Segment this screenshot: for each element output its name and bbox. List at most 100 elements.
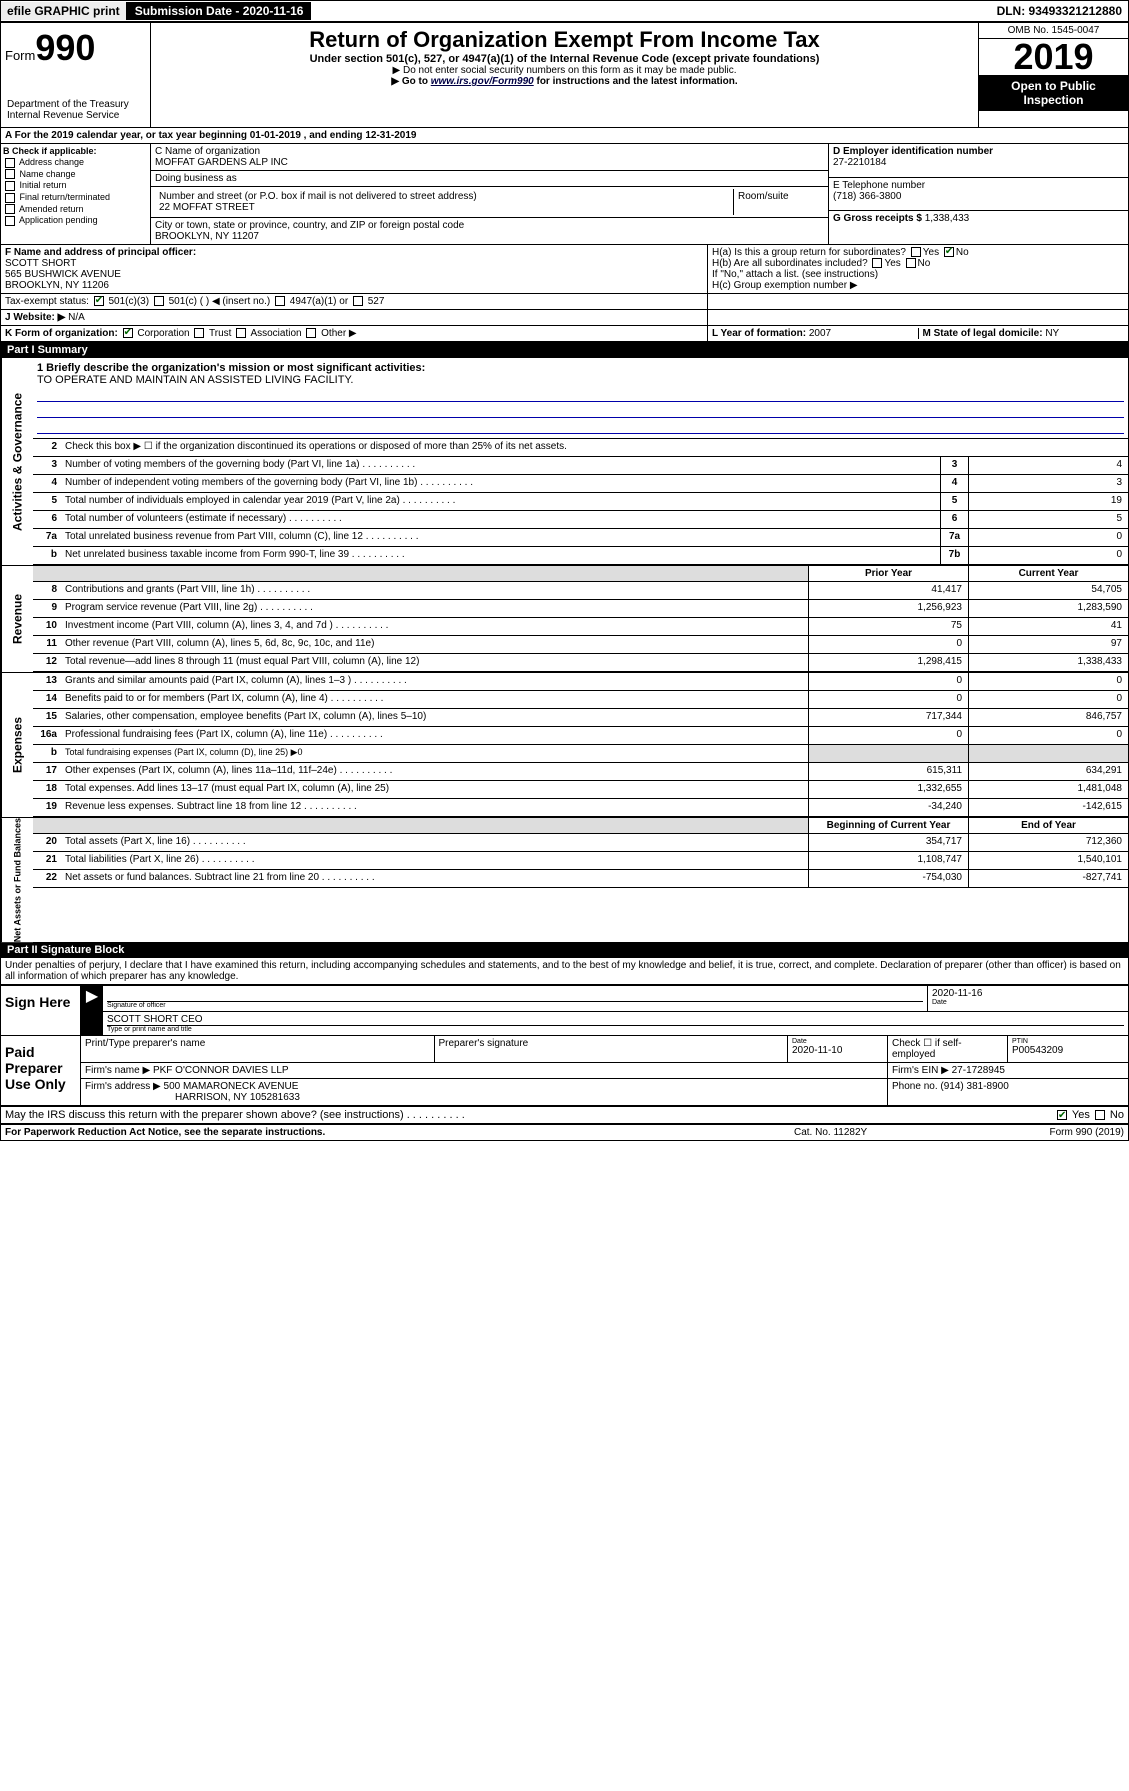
p13: 0 [808, 673, 968, 690]
chk-address[interactable]: Address change [3, 157, 148, 168]
chk-namechange[interactable]: Name change [3, 169, 148, 180]
officer-label: F Name and address of principal officer: [5, 247, 703, 258]
b-header: B Check if applicable: [3, 146, 148, 156]
c13: 0 [968, 673, 1128, 690]
firm-addr: 500 MAMARONECK AVENUE [164, 1081, 299, 1092]
ein-value: 27-2210184 [833, 157, 1124, 168]
goto-link[interactable]: www.irs.gov/Form990 [431, 76, 534, 87]
state-label: M State of legal domicile: [923, 328, 1043, 339]
val-7b: 0 [968, 547, 1128, 564]
state-domicile: NY [1045, 328, 1059, 339]
h-b-note: If "No," attach a list. (see instruction… [712, 269, 1124, 280]
row-a-period: A For the 2019 calendar year, or tax yea… [1, 128, 1128, 144]
preparer-sig-label: Preparer's signature [435, 1036, 789, 1062]
org-address: 22 MOFFAT STREET [159, 202, 729, 213]
chk-initial[interactable]: Initial return [3, 180, 148, 191]
tax-exempt-row: Tax-exempt status: 501(c)(3) 501(c) ( ) … [1, 294, 708, 309]
val-6: 5 [968, 511, 1128, 528]
ein-label: D Employer identification number [833, 146, 1124, 157]
line-7a: Total unrelated business revenue from Pa… [61, 529, 940, 546]
p14: 0 [808, 691, 968, 708]
c16b [968, 745, 1128, 762]
c14: 0 [968, 691, 1128, 708]
vlabel-governance: Activities & Governance [1, 358, 33, 565]
sign-arrow-icon: ▶ [81, 986, 103, 1035]
c19: -142,615 [968, 799, 1128, 816]
line-11: Other revenue (Part VIII, column (A), li… [61, 636, 808, 653]
line-7b: Net unrelated business taxable income fr… [61, 547, 940, 564]
val-7a: 0 [968, 529, 1128, 546]
firm-name-label: Firm's name ▶ [85, 1065, 150, 1076]
line-16a: Professional fundraising fees (Part IX, … [61, 727, 808, 744]
e20: 712,360 [968, 834, 1128, 851]
vlabel-net: Net Assets or Fund Balances [1, 818, 33, 942]
chk-amended[interactable]: Amended return [3, 204, 148, 215]
p16b [808, 745, 968, 762]
line-2: Check this box ▶ ☐ if the organization d… [61, 439, 1128, 456]
box-b-checks: B Check if applicable: Address change Na… [1, 144, 151, 244]
firm-city: HARRISON, NY 105281633 [175, 1092, 300, 1103]
footer-notice: For Paperwork Reduction Act Notice, see … [5, 1127, 794, 1138]
paid-preparer-label: Paid Preparer Use Only [1, 1036, 81, 1105]
line-14: Benefits paid to or for members (Part IX… [61, 691, 808, 708]
e22: -827,741 [968, 870, 1128, 887]
discuss-row: May the IRS discuss this return with the… [1, 1106, 1128, 1123]
form-label: Form [5, 48, 35, 63]
chk-pending[interactable]: Application pending [3, 215, 148, 226]
line-8: Contributions and grants (Part VIII, lin… [61, 582, 808, 599]
h-a: H(a) Is this a group return for subordin… [712, 247, 1124, 258]
line-9: Program service revenue (Part VIII, line… [61, 600, 808, 617]
city-label: City or town, state or province, country… [155, 220, 824, 231]
val-5: 19 [968, 493, 1128, 510]
c-name-label: C Name of organization [155, 146, 824, 157]
preparer-name-label: Print/Type preparer's name [81, 1036, 435, 1062]
phone-label: E Telephone number [833, 180, 1124, 191]
sign-here-label: Sign Here [1, 986, 81, 1035]
prep-date: 2020-11-10 [792, 1045, 883, 1056]
form-org-row: K Form of organization: Corporation Trus… [1, 326, 708, 341]
p9: 1,256,923 [808, 600, 968, 617]
chk-final[interactable]: Final return/terminated [3, 192, 148, 203]
c12: 1,338,433 [968, 654, 1128, 671]
self-employed-check[interactable]: Check ☐ if self-employed [888, 1036, 1008, 1062]
officer-name: SCOTT SHORT [5, 258, 703, 269]
declaration: Under penalties of perjury, I declare th… [1, 958, 1128, 984]
hdr-eoy: End of Year [968, 818, 1128, 833]
line-6: Total number of volunteers (estimate if … [61, 511, 940, 528]
room-label: Room/suite [734, 189, 824, 215]
addr-label: Number and street (or P.O. box if mail i… [159, 191, 729, 202]
firm-name: PKF O'CONNOR DAVIES LLP [153, 1065, 289, 1076]
h-b: H(b) Are all subordinates included? Yes … [712, 258, 1124, 269]
vlabel-revenue: Revenue [1, 566, 33, 672]
val-3: 4 [968, 457, 1128, 474]
website-row: J Website: ▶ N/A [1, 310, 708, 325]
note-ssn: ▶ Do not enter social security numbers o… [155, 65, 974, 76]
line-18: Total expenses. Add lines 13–17 (must eq… [61, 781, 808, 798]
org-city: BROOKLYN, NY 11207 [155, 231, 824, 242]
h-c: H(c) Group exemption number ▶ [712, 280, 1124, 291]
c16a: 0 [968, 727, 1128, 744]
p16a: 0 [808, 727, 968, 744]
b21: 1,108,747 [808, 852, 968, 869]
line-17: Other expenses (Part IX, column (A), lin… [61, 763, 808, 780]
c8: 54,705 [968, 582, 1128, 599]
c10: 41 [968, 618, 1128, 635]
p19: -34,240 [808, 799, 968, 816]
dept-label: Department of the Treasury Internal Reve… [5, 97, 146, 123]
phone-value: (718) 366-3800 [833, 191, 1124, 202]
val-4: 3 [968, 475, 1128, 492]
part-2-header: Part II Signature Block [1, 942, 1128, 958]
line-3: Number of voting members of the governin… [61, 457, 940, 474]
gross-label: G Gross receipts $ [833, 213, 922, 224]
sig-date: 2020-11-16 [932, 988, 1124, 999]
tax-year: 2019 [979, 39, 1128, 75]
line-19: Revenue less expenses. Subtract line 18 … [61, 799, 808, 816]
top-bar: efile GRAPHIC print Submission Date - 20… [0, 0, 1129, 22]
line-10: Investment income (Part VIII, column (A)… [61, 618, 808, 635]
vlabel-expenses: Expenses [1, 673, 33, 817]
efile-label[interactable]: efile GRAPHIC print [1, 2, 127, 20]
hdr-prior: Prior Year [808, 566, 968, 581]
c18: 1,481,048 [968, 781, 1128, 798]
goto-post: for instructions and the latest informat… [534, 76, 738, 87]
p17: 615,311 [808, 763, 968, 780]
